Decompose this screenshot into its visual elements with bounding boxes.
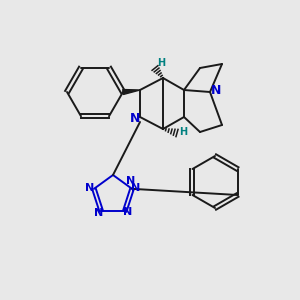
- Text: N: N: [211, 83, 221, 97]
- Text: H: H: [179, 127, 187, 137]
- Text: N: N: [131, 183, 141, 193]
- Text: N: N: [85, 183, 94, 193]
- Text: N: N: [126, 176, 136, 186]
- Text: N: N: [123, 207, 132, 217]
- Text: N: N: [130, 112, 140, 124]
- Polygon shape: [123, 89, 140, 94]
- Text: H: H: [157, 58, 165, 68]
- Text: N: N: [94, 208, 103, 218]
